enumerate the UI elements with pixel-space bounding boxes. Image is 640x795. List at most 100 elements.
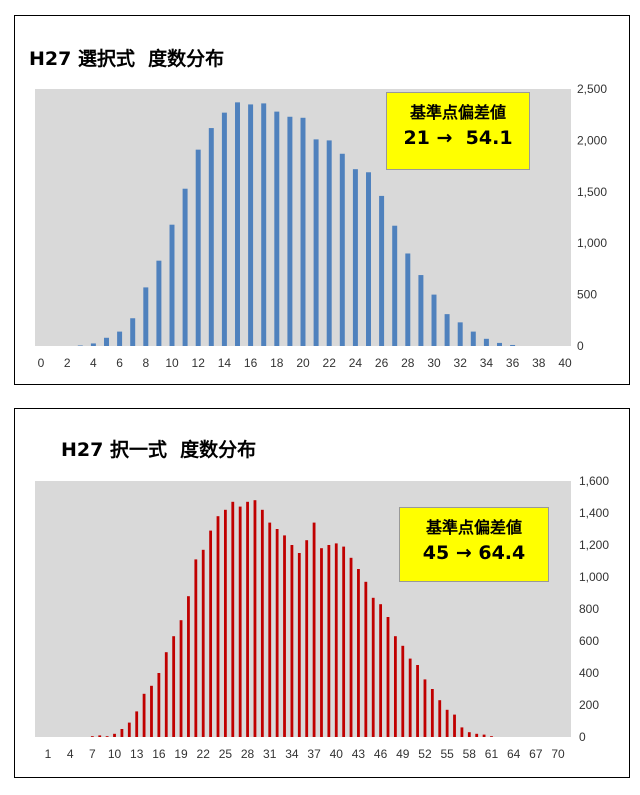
x-tick-label: 37 xyxy=(307,747,321,761)
bar-2-19 xyxy=(179,620,183,737)
bar-1-34 xyxy=(483,338,489,346)
y-tick-label: 1,000 xyxy=(579,570,609,584)
bar-2-37 xyxy=(312,522,316,737)
x-tick-label: 34 xyxy=(285,747,299,761)
bar-1-12 xyxy=(195,149,201,346)
bar-1-18 xyxy=(274,111,280,346)
callout-1-value: 21 → 54.1 xyxy=(403,127,513,149)
bar-2-52 xyxy=(423,679,427,737)
bar-2-12 xyxy=(127,722,131,737)
x-tick-label: 34 xyxy=(480,356,494,370)
bar-1-22 xyxy=(326,140,332,346)
bar-2-57 xyxy=(460,727,464,737)
bar-2-8 xyxy=(98,735,102,737)
bar-2-27 xyxy=(238,506,242,737)
x-tick-label: 32 xyxy=(454,356,468,370)
bar-2-54 xyxy=(438,700,442,737)
x-tick-label: 40 xyxy=(330,747,344,761)
bar-2-58 xyxy=(467,732,471,737)
bar-2-13 xyxy=(135,711,139,737)
bar-1-25 xyxy=(366,172,371,346)
bar-1-19 xyxy=(287,116,293,346)
chart-title-2: H27 択一式 度数分布 xyxy=(61,439,257,461)
y-tick-label: 400 xyxy=(579,666,599,680)
x-tick-label: 18 xyxy=(270,356,284,370)
x-tick-label: 12 xyxy=(192,356,206,370)
bar-1-3 xyxy=(77,345,83,346)
chart-panel-1: H27 選択式 度数分布 0 2 4 6 8 10 12 14 16 18 20 22 24 26 28 30… xyxy=(14,15,630,385)
bar-2-23 xyxy=(209,530,213,737)
bar-1-36 xyxy=(510,344,516,346)
bar-2-18 xyxy=(172,636,176,737)
bar-2-42 xyxy=(349,557,353,737)
bar-2-9 xyxy=(105,736,109,737)
bar-2-59 xyxy=(475,733,479,737)
bar-1-7 xyxy=(130,318,136,346)
chart-title-1: H27 選択式 度数分布 xyxy=(29,48,225,70)
y-tick-label: 1,200 xyxy=(579,538,609,552)
x-tick-label: 14 xyxy=(218,356,232,370)
bar-2-45 xyxy=(371,597,375,737)
bar-1-33 xyxy=(470,331,476,346)
bar-1-5 xyxy=(104,337,109,346)
bar-2-29 xyxy=(253,500,257,737)
callout-2-label: 基準点偏差値 xyxy=(425,518,522,537)
bar-1-30 xyxy=(431,294,437,346)
x-tick-label: 28 xyxy=(241,747,255,761)
bar-1-11 xyxy=(182,188,188,346)
chart-panel-2: H27 択一式 度数分布 1 4 7 10 13 16 19 22 25 28 31 34 37 40 43… xyxy=(14,408,630,778)
callout-2-value: 45 → 64.4 xyxy=(422,542,526,564)
chart-1: 0 2 4 6 8 10 12 14 16 18 20 22 24 26 28 30 32 34 36 38 40050… xyxy=(35,82,607,370)
bar-1-13 xyxy=(208,128,214,346)
y-tick-label: 0 xyxy=(577,339,584,353)
y-tick-label: 1,500 xyxy=(577,185,607,199)
bar-2-10 xyxy=(113,733,116,737)
bar-2-49 xyxy=(401,645,405,737)
x-tick-label: 25 xyxy=(219,747,233,761)
bar-1-31 xyxy=(444,314,450,346)
x-tick-label: 4 xyxy=(90,356,97,370)
bar-2-34 xyxy=(290,545,294,737)
x-tick-label: 26 xyxy=(375,356,389,370)
y-tick-label: 2,500 xyxy=(577,82,607,96)
x-tick-label: 22 xyxy=(323,356,337,370)
bar-2-36 xyxy=(305,540,309,737)
callout-1: 基準点偏差値 21 → 54.1 xyxy=(386,92,530,170)
bar-2-53 xyxy=(430,689,434,737)
x-tick-label: 64 xyxy=(507,747,521,761)
x-tick-label: 6 xyxy=(116,356,123,370)
x-tick-label: 67 xyxy=(529,747,543,761)
bar-2-48 xyxy=(393,636,397,737)
y-tick-label: 1,400 xyxy=(579,506,609,520)
bar-1-8 xyxy=(143,287,149,346)
bar-2-46 xyxy=(379,604,383,737)
x-tick-label: 2 xyxy=(64,356,71,370)
x-tick-label: 28 xyxy=(401,356,415,370)
bar-1-17 xyxy=(261,103,267,346)
x-tick-label: 55 xyxy=(440,747,454,761)
x-tick-label: 16 xyxy=(244,356,258,370)
bar-1-9 xyxy=(156,260,162,346)
bar-1-23 xyxy=(339,153,345,346)
bar-2-21 xyxy=(194,559,198,737)
bar-2-30 xyxy=(260,509,264,737)
x-tick-label: 70 xyxy=(551,747,565,761)
bar-2-55 xyxy=(445,709,449,737)
bar-2-41 xyxy=(342,546,346,737)
bar-2-44 xyxy=(364,581,368,737)
bar-2-11 xyxy=(120,729,124,737)
bar-2-17 xyxy=(164,652,168,737)
y-tick-label: 600 xyxy=(579,634,599,648)
bar-2-60 xyxy=(482,734,486,737)
x-tick-label: 22 xyxy=(197,747,211,761)
x-tick-label: 61 xyxy=(485,747,499,761)
bar-2-26 xyxy=(231,501,235,737)
x-tick-label: 10 xyxy=(108,747,122,761)
x-tick-label: 30 xyxy=(427,356,441,370)
bar-1-20 xyxy=(300,117,306,346)
y-tick-label: 1,600 xyxy=(579,474,609,488)
bar-1-24 xyxy=(352,169,358,346)
y-tick-label: 2,000 xyxy=(577,133,607,147)
bar-1-21 xyxy=(313,139,319,346)
bar-2-7 xyxy=(90,736,94,737)
